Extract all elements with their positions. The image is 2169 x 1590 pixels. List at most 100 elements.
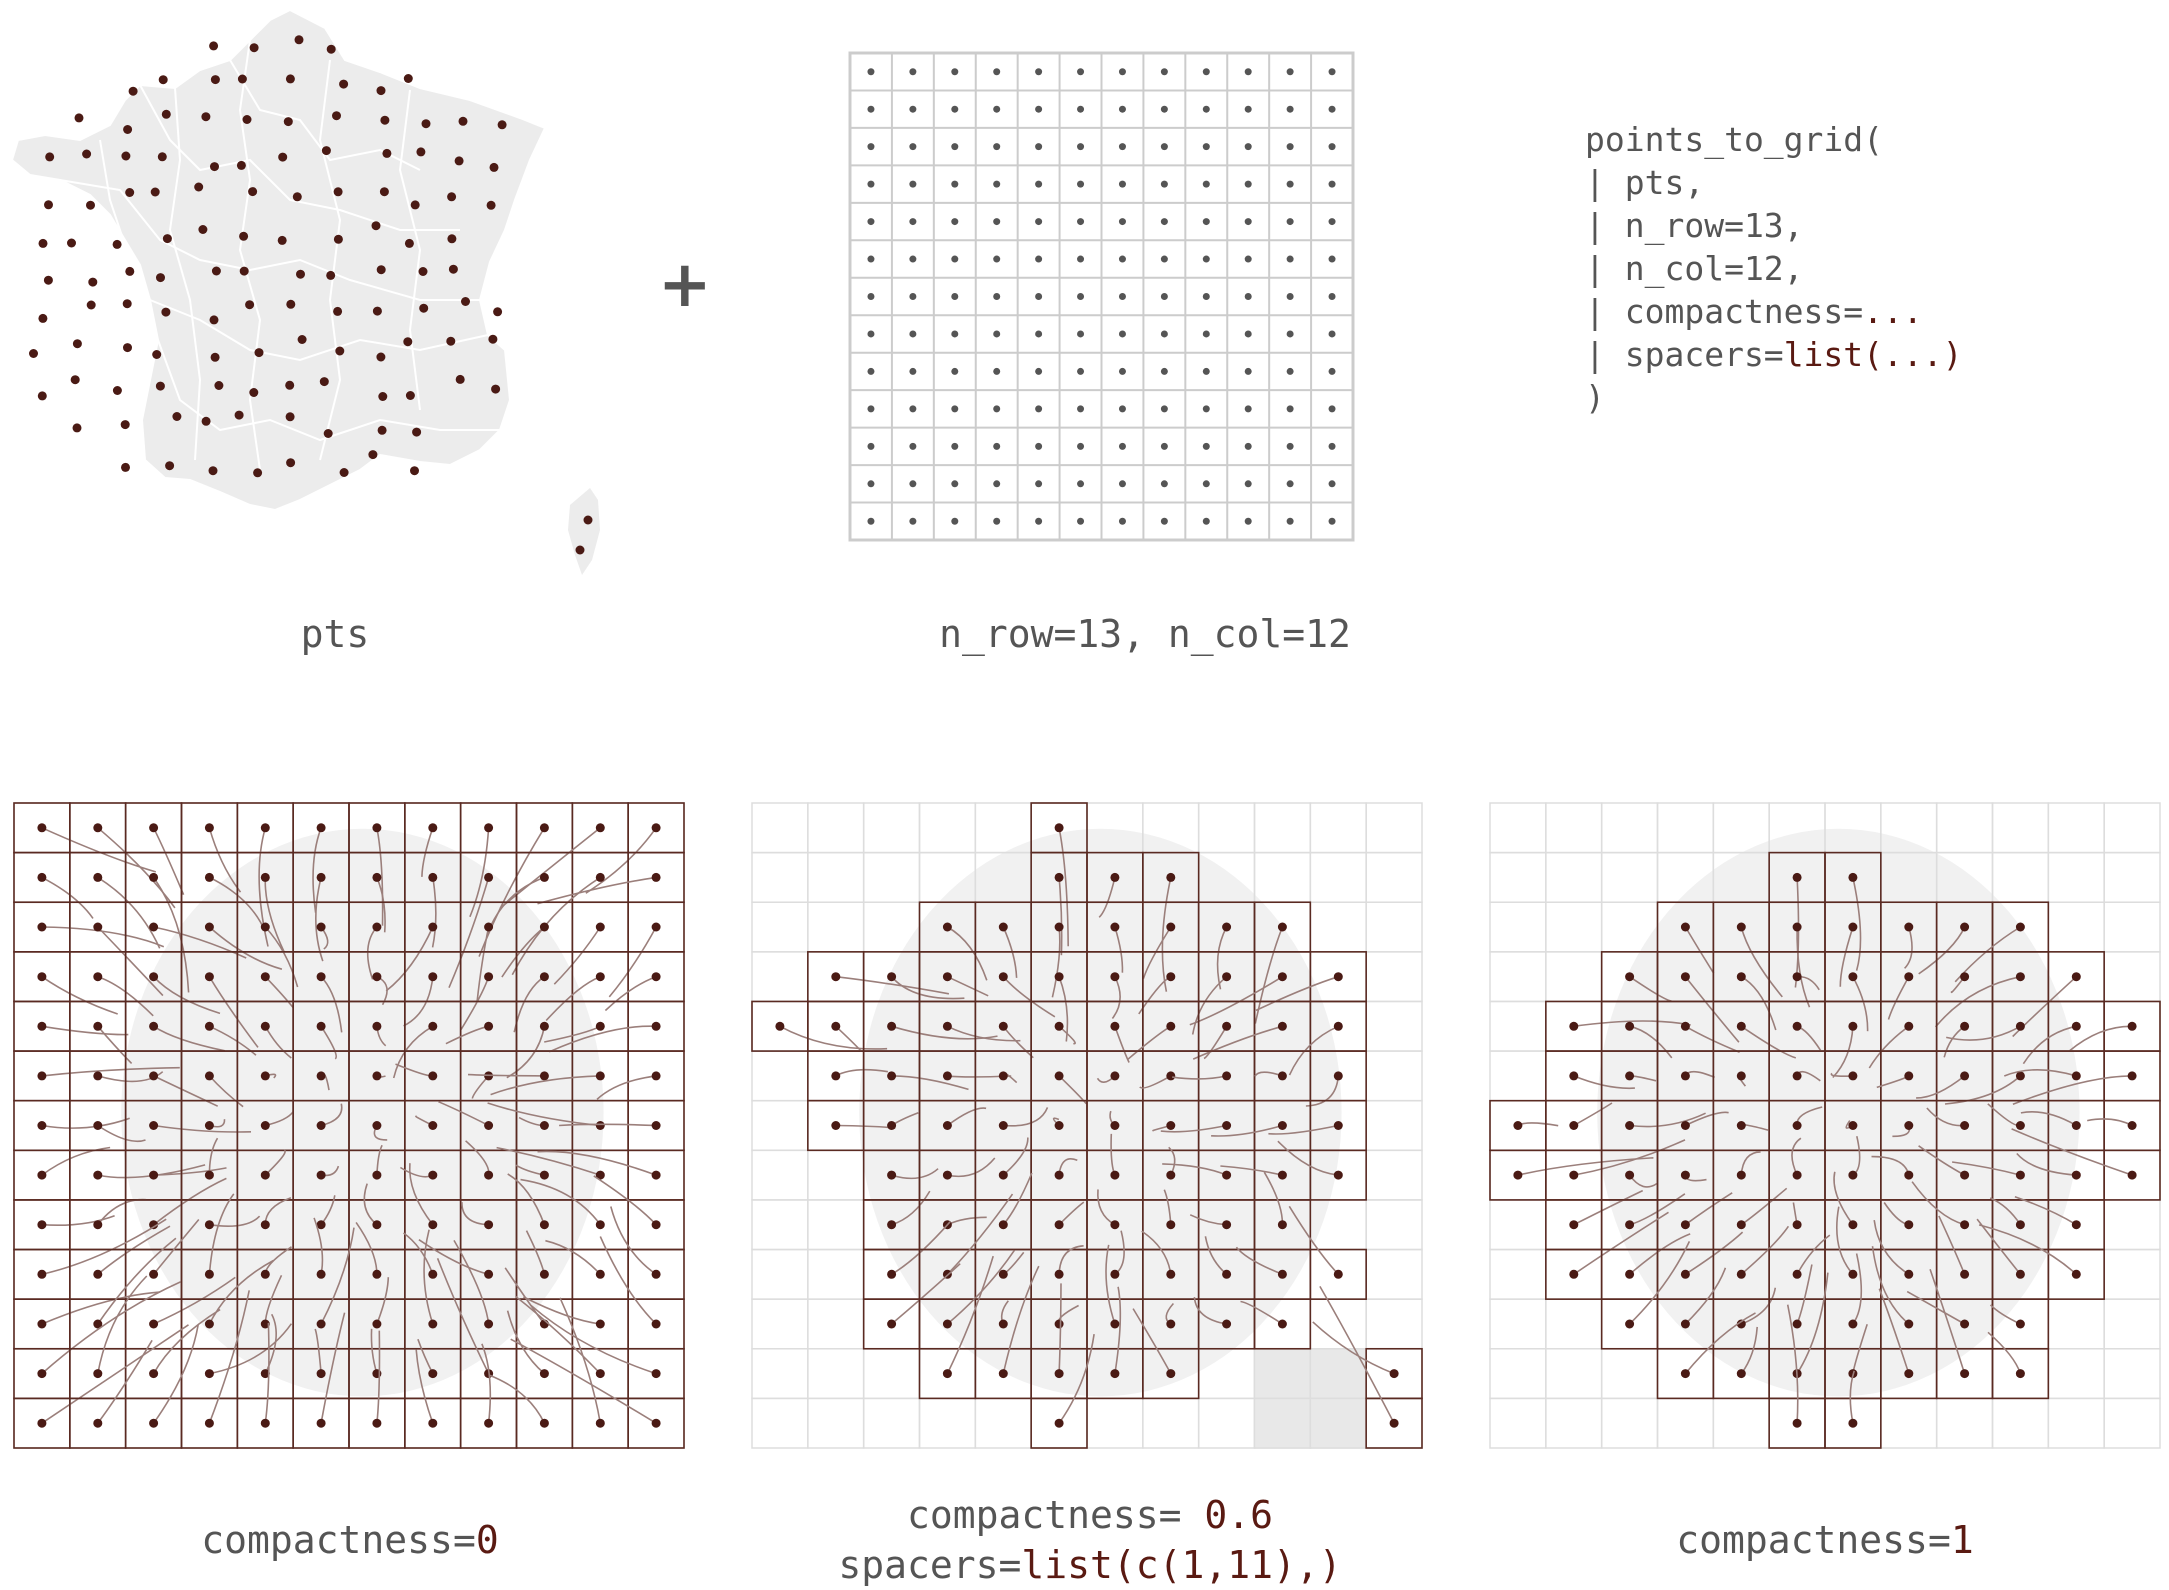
panel1-trail-12-10 [559,1297,602,1424]
map-point-95 [112,386,122,395]
panel1-trail-10-11 [599,1236,657,1325]
panel3-trail-10-2 [1629,1241,1691,1325]
panel2-bg-cell-4-11 [1365,1000,1423,1052]
panel1-point-12-3 [204,1418,214,1428]
reference-grid-point-1-0 [867,105,875,113]
panel-compactness-1 [1489,802,2161,1449]
panel3-point-5-11 [2127,1071,2137,1081]
map-point-40 [248,187,258,197]
panel2-point-12-11 [1389,1418,1399,1428]
panel3-point-4-1 [1569,1021,1579,1031]
panel2-bg-cell-12-3 [918,1397,977,1449]
code-snippet: points_to_grid( | pts, | n_row=13, | n_c… [1585,118,1963,419]
panel2-trail-1-6 [1098,877,1116,918]
panel3-point-3-7 [1904,972,1914,982]
panel1-trail-3-1 [97,975,154,1017]
panel3-point-8-6 [1848,1220,1858,1230]
map-point-76 [333,306,343,316]
panel3-point-8-10 [2071,1220,2081,1230]
map-point-45 [447,192,457,202]
panel2-trail-7-3 [947,1157,996,1178]
reference-grid-point-8-6 [1118,367,1126,375]
panel2-point-4-4 [998,1021,1008,1031]
map-point-62 [211,266,221,276]
reference-grid-point-6-9 [1244,293,1252,300]
panel2-point-1-7 [1166,872,1176,882]
panel1-point-11-7 [428,1369,438,1379]
panel2-trail-11-5 [1058,1283,1062,1374]
panel1-point-11-3 [204,1369,214,1379]
panel1-point-3-6 [372,972,382,982]
panel2-point-6-5 [1054,1121,1064,1130]
panel1-point-7-10 [595,1170,605,1180]
map-point-53 [277,235,287,245]
reference-grid-point-11-1 [909,480,917,488]
panel2-point-3-8 [1222,972,1232,982]
panel1-point-8-11 [651,1220,661,1230]
panel1-point-11-4 [260,1369,270,1379]
panel3-bg-cell-0-0 [1489,802,1547,854]
panel1-point-3-7 [428,972,438,982]
map-point-102 [405,391,415,400]
reference-grid-point-8-4 [1035,367,1043,375]
panel1-point-11-9 [539,1369,549,1379]
panel3-point-8-7 [1904,1220,1914,1230]
panel2-bg-cell-11-2 [862,1348,921,1400]
reference-grid-point-1-7 [1160,105,1168,113]
panel1-point-8-6 [372,1220,382,1230]
panel1-point-5-0 [37,1071,47,1081]
map-point-112 [377,425,387,435]
map-point-116 [208,466,218,476]
panel2-trail-2-4 [1002,926,1018,978]
code-line-1: points_to_grid( [1585,120,1884,159]
panel1-trail-4-2 [153,1025,225,1052]
map-point-33 [454,156,464,166]
panel1-point-9-10 [595,1269,605,1279]
panel1-caption-key: compactness= [201,1518,476,1562]
panel2-trail-2-3 [947,926,988,981]
panel2-point-5-5 [1054,1071,1064,1081]
panel1-point-7-0 [37,1170,47,1180]
reference-grid-point-4-5 [1077,218,1085,226]
panel3-point-5-3 [1680,1071,1690,1081]
reference-grid-point-8-3 [993,367,1001,375]
panel1-point-4-2 [149,1021,159,1031]
panel1-trail-11-10 [514,1295,601,1375]
panel3-point-10-9 [2015,1319,2025,1329]
map-caption: pts [300,612,370,656]
map-point-13 [123,125,133,134]
panel1-point-6-0 [37,1121,47,1130]
panel1-trail-2-0 [41,926,165,948]
panel1-trail-8-0 [41,1214,115,1227]
panel1-point-5-10 [595,1071,605,1081]
panel1-point-12-0 [37,1418,47,1428]
panel1-point-4-5 [316,1021,326,1031]
panel1-trail-2-3 [208,926,283,970]
panel3-point-8-9 [2015,1220,2025,1230]
reference-grid-point-4-2 [951,218,959,226]
panel3-bg-cell-12-8 [1935,1397,1994,1449]
panel2-trail-6-4 [1003,1107,1049,1127]
reference-grid-point-12-8 [1202,517,1210,525]
reference-grid-point-3-5 [1077,180,1085,188]
reference-grid-point-5-8 [1202,255,1210,263]
panel3-trail-7-10 [2016,1152,2077,1176]
panel1-trail-8-2 [153,1177,227,1226]
panel1-trail-7-10 [496,1146,601,1176]
map-point-43 [379,187,389,197]
panel1-point-1-4 [260,872,270,882]
reference-grid-point-2-5 [1077,143,1085,151]
panel3-point-8-4 [1736,1220,1746,1230]
panel1-point-1-11 [651,872,661,882]
panel1-trail-4-11 [548,1025,657,1053]
panel2-spacer-cell-0 [1253,1348,1312,1400]
panel2-point-7-5 [1054,1170,1064,1180]
reference-grid-point-2-0 [867,143,875,151]
map-point-96 [155,381,165,391]
reference-grid-point-7-0 [867,330,875,338]
panel2-trail-3-10 [1255,975,1339,1012]
panel3-trail-9-4 [1740,1225,1790,1275]
panel3-point-2-5 [1792,922,1802,932]
panel2-bg-cell-0-1 [807,802,865,854]
panel2-bg-cell-2-10 [1309,901,1367,953]
